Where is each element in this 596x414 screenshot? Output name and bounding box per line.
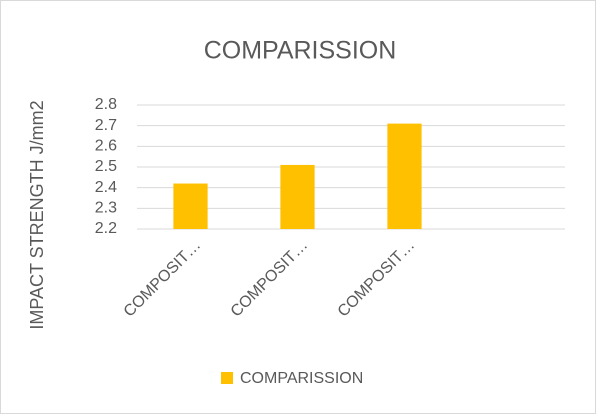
bar	[387, 123, 422, 229]
y-tick-label: 2.7	[95, 117, 117, 134]
bar	[173, 183, 208, 229]
y-axis-label: IMPACT STRENGTH J/mm2	[27, 100, 47, 329]
chart-title: COMPARISSION	[204, 37, 397, 65]
y-tick-label: 2.2	[95, 220, 117, 237]
bar	[280, 164, 315, 229]
y-tick-label: 2.5	[95, 158, 117, 175]
legend-label: COMPARISSION	[240, 370, 363, 387]
y-tick-label: 2.8	[95, 96, 117, 113]
legend-swatch	[221, 372, 233, 384]
y-tick-label: 2.3	[95, 200, 117, 217]
y-tick-label: 2.6	[95, 138, 117, 155]
y-tick-label: 2.4	[95, 179, 117, 196]
